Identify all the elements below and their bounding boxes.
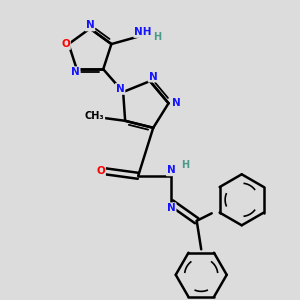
Text: N: N	[71, 67, 80, 77]
Text: O: O	[96, 166, 105, 176]
Text: N: N	[148, 72, 157, 82]
Text: N: N	[116, 84, 124, 94]
Text: H: H	[181, 160, 189, 170]
Text: N: N	[167, 165, 176, 176]
Text: NH: NH	[134, 27, 152, 37]
Text: CH₃: CH₃	[85, 111, 104, 121]
Text: N: N	[85, 20, 94, 31]
Text: H: H	[153, 32, 161, 41]
Text: N: N	[167, 203, 176, 213]
Text: O: O	[61, 39, 70, 49]
Text: N: N	[172, 98, 180, 108]
